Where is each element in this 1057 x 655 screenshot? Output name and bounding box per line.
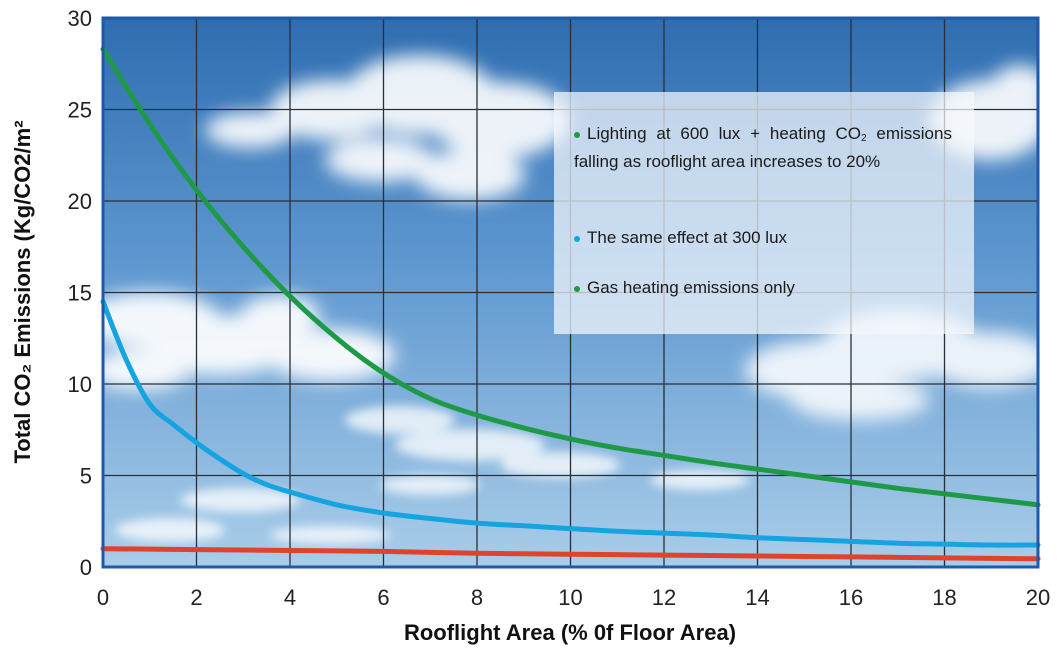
legend-item-600-lux: Lighting at 600 lux + heating CO2 emissi…	[574, 122, 952, 173]
legend-item-gas-heating: Gas heating emissions only	[574, 276, 952, 299]
x-tick-label: 20	[1026, 585, 1050, 610]
x-tick-label: 0	[97, 585, 109, 610]
x-tick-labels: 0 2 4 6 8 10 12 14 16 18 20	[97, 585, 1050, 610]
legend-item-300-lux-label: The same effect at 300 lux	[587, 228, 788, 247]
y-axis-title: Total CO₂ Emissions (Kg/CO2/m²	[10, 120, 35, 463]
y-tick-label: 15	[68, 281, 92, 306]
legend-item-600-lux-label: Lighting at 600 lux + heating CO	[587, 124, 861, 143]
legend-item-600-lux-label-rest: emissions falling as rooflight area incr…	[574, 124, 952, 171]
x-axis-title: Rooflight Area (% 0f Floor Area)	[404, 620, 736, 645]
legend-subscript: 2	[861, 133, 867, 144]
x-tick-label: 14	[745, 585, 769, 610]
x-tick-label: 6	[377, 585, 389, 610]
y-tick-label: 10	[68, 372, 92, 397]
series-lines	[100, 46, 1041, 562]
legend-dot-icon	[574, 235, 580, 242]
x-tick-label: 12	[652, 585, 676, 610]
y-tick-labels: 0 5 10 15 20 25 30	[68, 6, 92, 580]
plot-frame	[101, 16, 1040, 569]
y-tick-label: 5	[80, 464, 92, 489]
x-tick-label: 16	[839, 585, 863, 610]
y-tick-label: 25	[68, 98, 92, 123]
series-line-gas-heating	[100, 546, 1041, 562]
y-tick-label: 0	[80, 555, 92, 580]
x-tick-label: 8	[471, 585, 483, 610]
legend-item-300-lux: The same effect at 300 lux	[574, 226, 952, 249]
x-tick-label: 4	[284, 585, 296, 610]
series-line-300-lux	[100, 299, 1041, 548]
x-tick-label: 10	[558, 585, 582, 610]
legend-dot-icon	[574, 285, 580, 292]
y-tick-label: 20	[68, 189, 92, 214]
x-tick-label: 2	[190, 585, 202, 610]
x-tick-label: 18	[932, 585, 956, 610]
legend-dot-icon	[574, 131, 580, 138]
legend-item-gas-heating-label: Gas heating emissions only	[587, 278, 795, 297]
legend: Lighting at 600 lux + heating CO2 emissi…	[554, 92, 974, 334]
series-line-600-lux	[100, 46, 1041, 508]
y-tick-label: 30	[68, 6, 92, 31]
